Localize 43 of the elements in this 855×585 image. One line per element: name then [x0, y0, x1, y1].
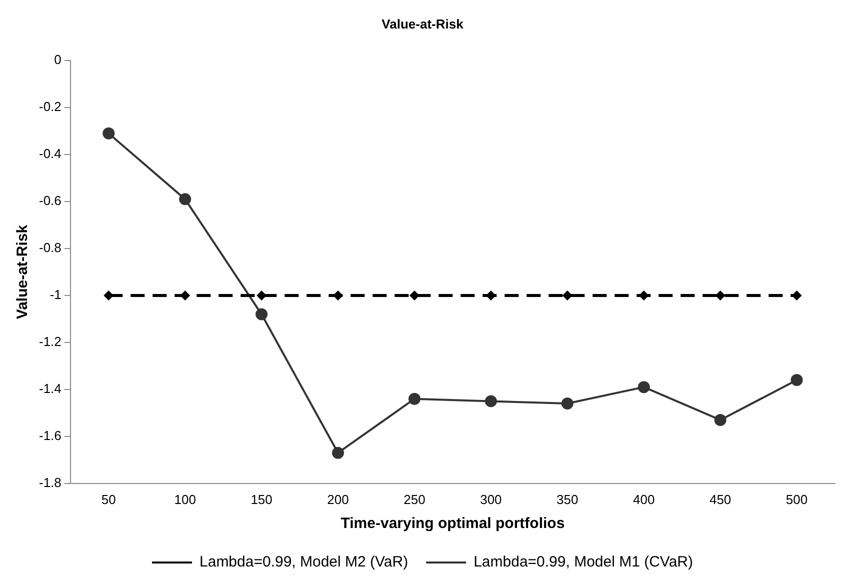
x-tick-label: 200: [327, 492, 349, 507]
y-tick-label: -1.8: [38, 474, 62, 490]
point: [790, 374, 803, 386]
y-tick-label: -1: [50, 287, 62, 302]
point: [408, 392, 420, 405]
y-tick-label: -1.6: [38, 428, 62, 443]
point: [333, 290, 344, 300]
x-tick-label: 150: [250, 492, 272, 507]
point: [792, 290, 802, 300]
point: [102, 127, 115, 140]
point: [561, 398, 574, 410]
point: [409, 290, 420, 300]
y-tick-label: -1.2: [38, 334, 62, 350]
point: [562, 290, 572, 300]
y-tick-label: 0: [54, 52, 62, 68]
y-tick-label: -0.2: [38, 99, 62, 114]
point: [638, 381, 650, 394]
x-tick-label: 300: [480, 492, 502, 507]
legend-label: Lambda=0.99, Model M2 (VaR): [200, 554, 408, 571]
point: [638, 290, 649, 300]
x-tick-label: 50: [101, 492, 116, 507]
x-tick-label: 500: [786, 492, 808, 507]
y-tick-label: -0.4: [38, 146, 62, 162]
x-tick-label: 350: [556, 492, 578, 507]
x-tick-label: 450: [709, 492, 732, 507]
point: [332, 446, 344, 459]
x-axis-title: Time-varying optimal portfolios: [340, 515, 565, 532]
x-tick-label: 100: [174, 492, 196, 507]
point: [714, 414, 726, 426]
point: [104, 290, 114, 300]
x-tick-label: 400: [633, 492, 655, 507]
point: [180, 290, 190, 300]
y-tick-label: -0.6: [38, 193, 62, 208]
y-tick-label: -1.4: [38, 381, 62, 396]
y-axis-title: Value-at-Risk: [14, 224, 32, 320]
x-tick-label: 250: [404, 492, 426, 507]
point: [715, 290, 726, 300]
y-tick-label: -0.8: [38, 240, 62, 256]
point: [179, 193, 192, 206]
point: [484, 395, 497, 408]
legend-label: Lambda=0.99, Model M1 (CVaR): [474, 554, 694, 571]
point: [256, 308, 268, 320]
chart-title: Value-at-Risk: [382, 16, 464, 32]
